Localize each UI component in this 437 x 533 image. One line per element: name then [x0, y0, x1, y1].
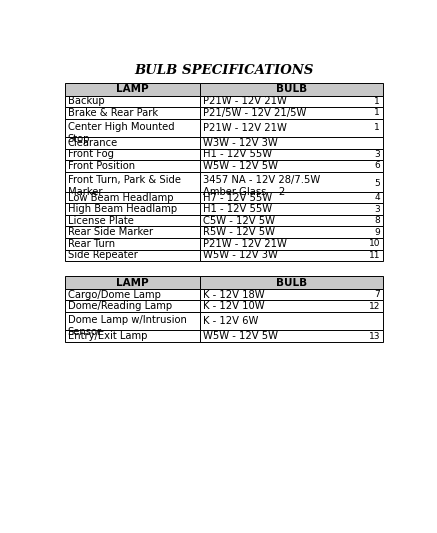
Text: 3457 NA - 12V 28/7.5W
Amber Glass    2: 3457 NA - 12V 28/7.5W Amber Glass 2	[203, 175, 320, 197]
Text: BULB: BULB	[276, 278, 307, 288]
Text: Entry/Exit Lamp: Entry/Exit Lamp	[68, 331, 147, 341]
Text: P21W - 12V 21W: P21W - 12V 21W	[203, 96, 287, 106]
Bar	[65, 149, 200, 160]
Text: P21/5W - 12V 21/5W: P21/5W - 12V 21/5W	[203, 108, 306, 118]
Text: Low Beam Headlamp: Low Beam Headlamp	[68, 192, 173, 203]
Bar	[65, 238, 200, 249]
Text: Dome Lamp w/Intrusion
Sensor: Dome Lamp w/Intrusion Sensor	[68, 315, 187, 337]
Text: Backup: Backup	[68, 96, 104, 106]
Bar	[200, 149, 383, 160]
Bar	[200, 238, 383, 249]
Text: 7: 7	[375, 290, 380, 299]
Text: 10: 10	[369, 239, 380, 248]
Bar	[65, 107, 200, 119]
Text: 3: 3	[375, 150, 380, 159]
Bar	[65, 289, 200, 301]
Bar	[200, 83, 383, 95]
Text: Rear Side Marker: Rear Side Marker	[68, 227, 153, 237]
Text: LAMP: LAMP	[116, 84, 149, 94]
Text: 4: 4	[375, 193, 380, 202]
Text: W5W - 12V 3W: W5W - 12V 3W	[203, 251, 277, 260]
Bar	[65, 83, 200, 95]
Bar	[65, 137, 200, 149]
Bar	[65, 192, 200, 203]
Bar	[200, 301, 383, 312]
Bar	[200, 95, 383, 107]
Text: 1: 1	[375, 97, 380, 106]
Bar	[200, 107, 383, 119]
Text: 6: 6	[375, 161, 380, 171]
Text: Cargo/Dome Lamp: Cargo/Dome Lamp	[68, 289, 161, 300]
Bar	[200, 277, 383, 289]
Text: 3: 3	[375, 205, 380, 214]
Text: H1 - 12V 55W: H1 - 12V 55W	[203, 204, 272, 214]
Bar	[65, 215, 200, 227]
Text: 13: 13	[369, 332, 380, 341]
Bar	[200, 249, 383, 261]
Text: 9: 9	[375, 228, 380, 237]
Bar	[200, 215, 383, 227]
Bar	[200, 192, 383, 203]
Bar	[65, 312, 200, 330]
Text: LAMP: LAMP	[116, 278, 149, 288]
Bar	[200, 330, 383, 342]
Text: Front Fog: Front Fog	[68, 149, 114, 159]
Bar	[65, 95, 200, 107]
Text: 12: 12	[369, 302, 380, 311]
Bar	[65, 330, 200, 342]
Text: P21W - 12V 21W: P21W - 12V 21W	[203, 239, 287, 249]
Text: 11: 11	[369, 251, 380, 260]
Text: P21W - 12V 21W: P21W - 12V 21W	[203, 123, 287, 133]
Text: High Beam Headlamp: High Beam Headlamp	[68, 204, 177, 214]
Text: License Plate: License Plate	[68, 216, 134, 225]
Bar	[200, 172, 383, 192]
Text: Brake & Rear Park: Brake & Rear Park	[68, 108, 158, 118]
Text: W5W - 12V 5W: W5W - 12V 5W	[203, 331, 277, 341]
Text: 1: 1	[375, 108, 380, 117]
Bar	[65, 119, 200, 137]
Text: C5W - 12V 5W: C5W - 12V 5W	[203, 216, 274, 225]
Text: K - 12V 6W: K - 12V 6W	[203, 316, 258, 326]
Bar	[65, 301, 200, 312]
Text: W5W - 12V 5W: W5W - 12V 5W	[203, 161, 277, 171]
Bar	[200, 312, 383, 330]
Bar	[65, 160, 200, 172]
Text: BULB: BULB	[276, 84, 307, 94]
Text: W3W - 12V 3W: W3W - 12V 3W	[203, 138, 277, 148]
Bar	[200, 119, 383, 137]
Text: K - 12V 10W: K - 12V 10W	[203, 301, 264, 311]
Text: R5W - 12V 5W: R5W - 12V 5W	[203, 227, 274, 237]
Text: 8: 8	[375, 216, 380, 225]
Bar	[65, 277, 200, 289]
Text: BULB SPECIFICATIONS: BULB SPECIFICATIONS	[134, 64, 313, 77]
Bar	[65, 172, 200, 192]
Text: H7 - 12V 55W: H7 - 12V 55W	[203, 192, 272, 203]
Text: K - 12V 18W: K - 12V 18W	[203, 289, 264, 300]
Bar	[65, 203, 200, 215]
Bar	[65, 249, 200, 261]
Text: Center High Mounted
Stop: Center High Mounted Stop	[68, 122, 174, 144]
Text: 5: 5	[375, 179, 380, 188]
Bar	[200, 203, 383, 215]
Bar	[200, 160, 383, 172]
Text: Front Turn, Park & Side
Marker: Front Turn, Park & Side Marker	[68, 175, 181, 197]
Text: Front Position: Front Position	[68, 161, 135, 171]
Bar	[200, 227, 383, 238]
Text: Dome/Reading Lamp: Dome/Reading Lamp	[68, 301, 172, 311]
Text: H1 - 12V 55W: H1 - 12V 55W	[203, 149, 272, 159]
Bar	[65, 227, 200, 238]
Text: Rear Turn: Rear Turn	[68, 239, 115, 249]
Text: 1: 1	[375, 123, 380, 132]
Text: Side Repeater: Side Repeater	[68, 251, 138, 260]
Bar	[200, 289, 383, 301]
Text: Clearance: Clearance	[68, 138, 118, 148]
Bar	[200, 137, 383, 149]
